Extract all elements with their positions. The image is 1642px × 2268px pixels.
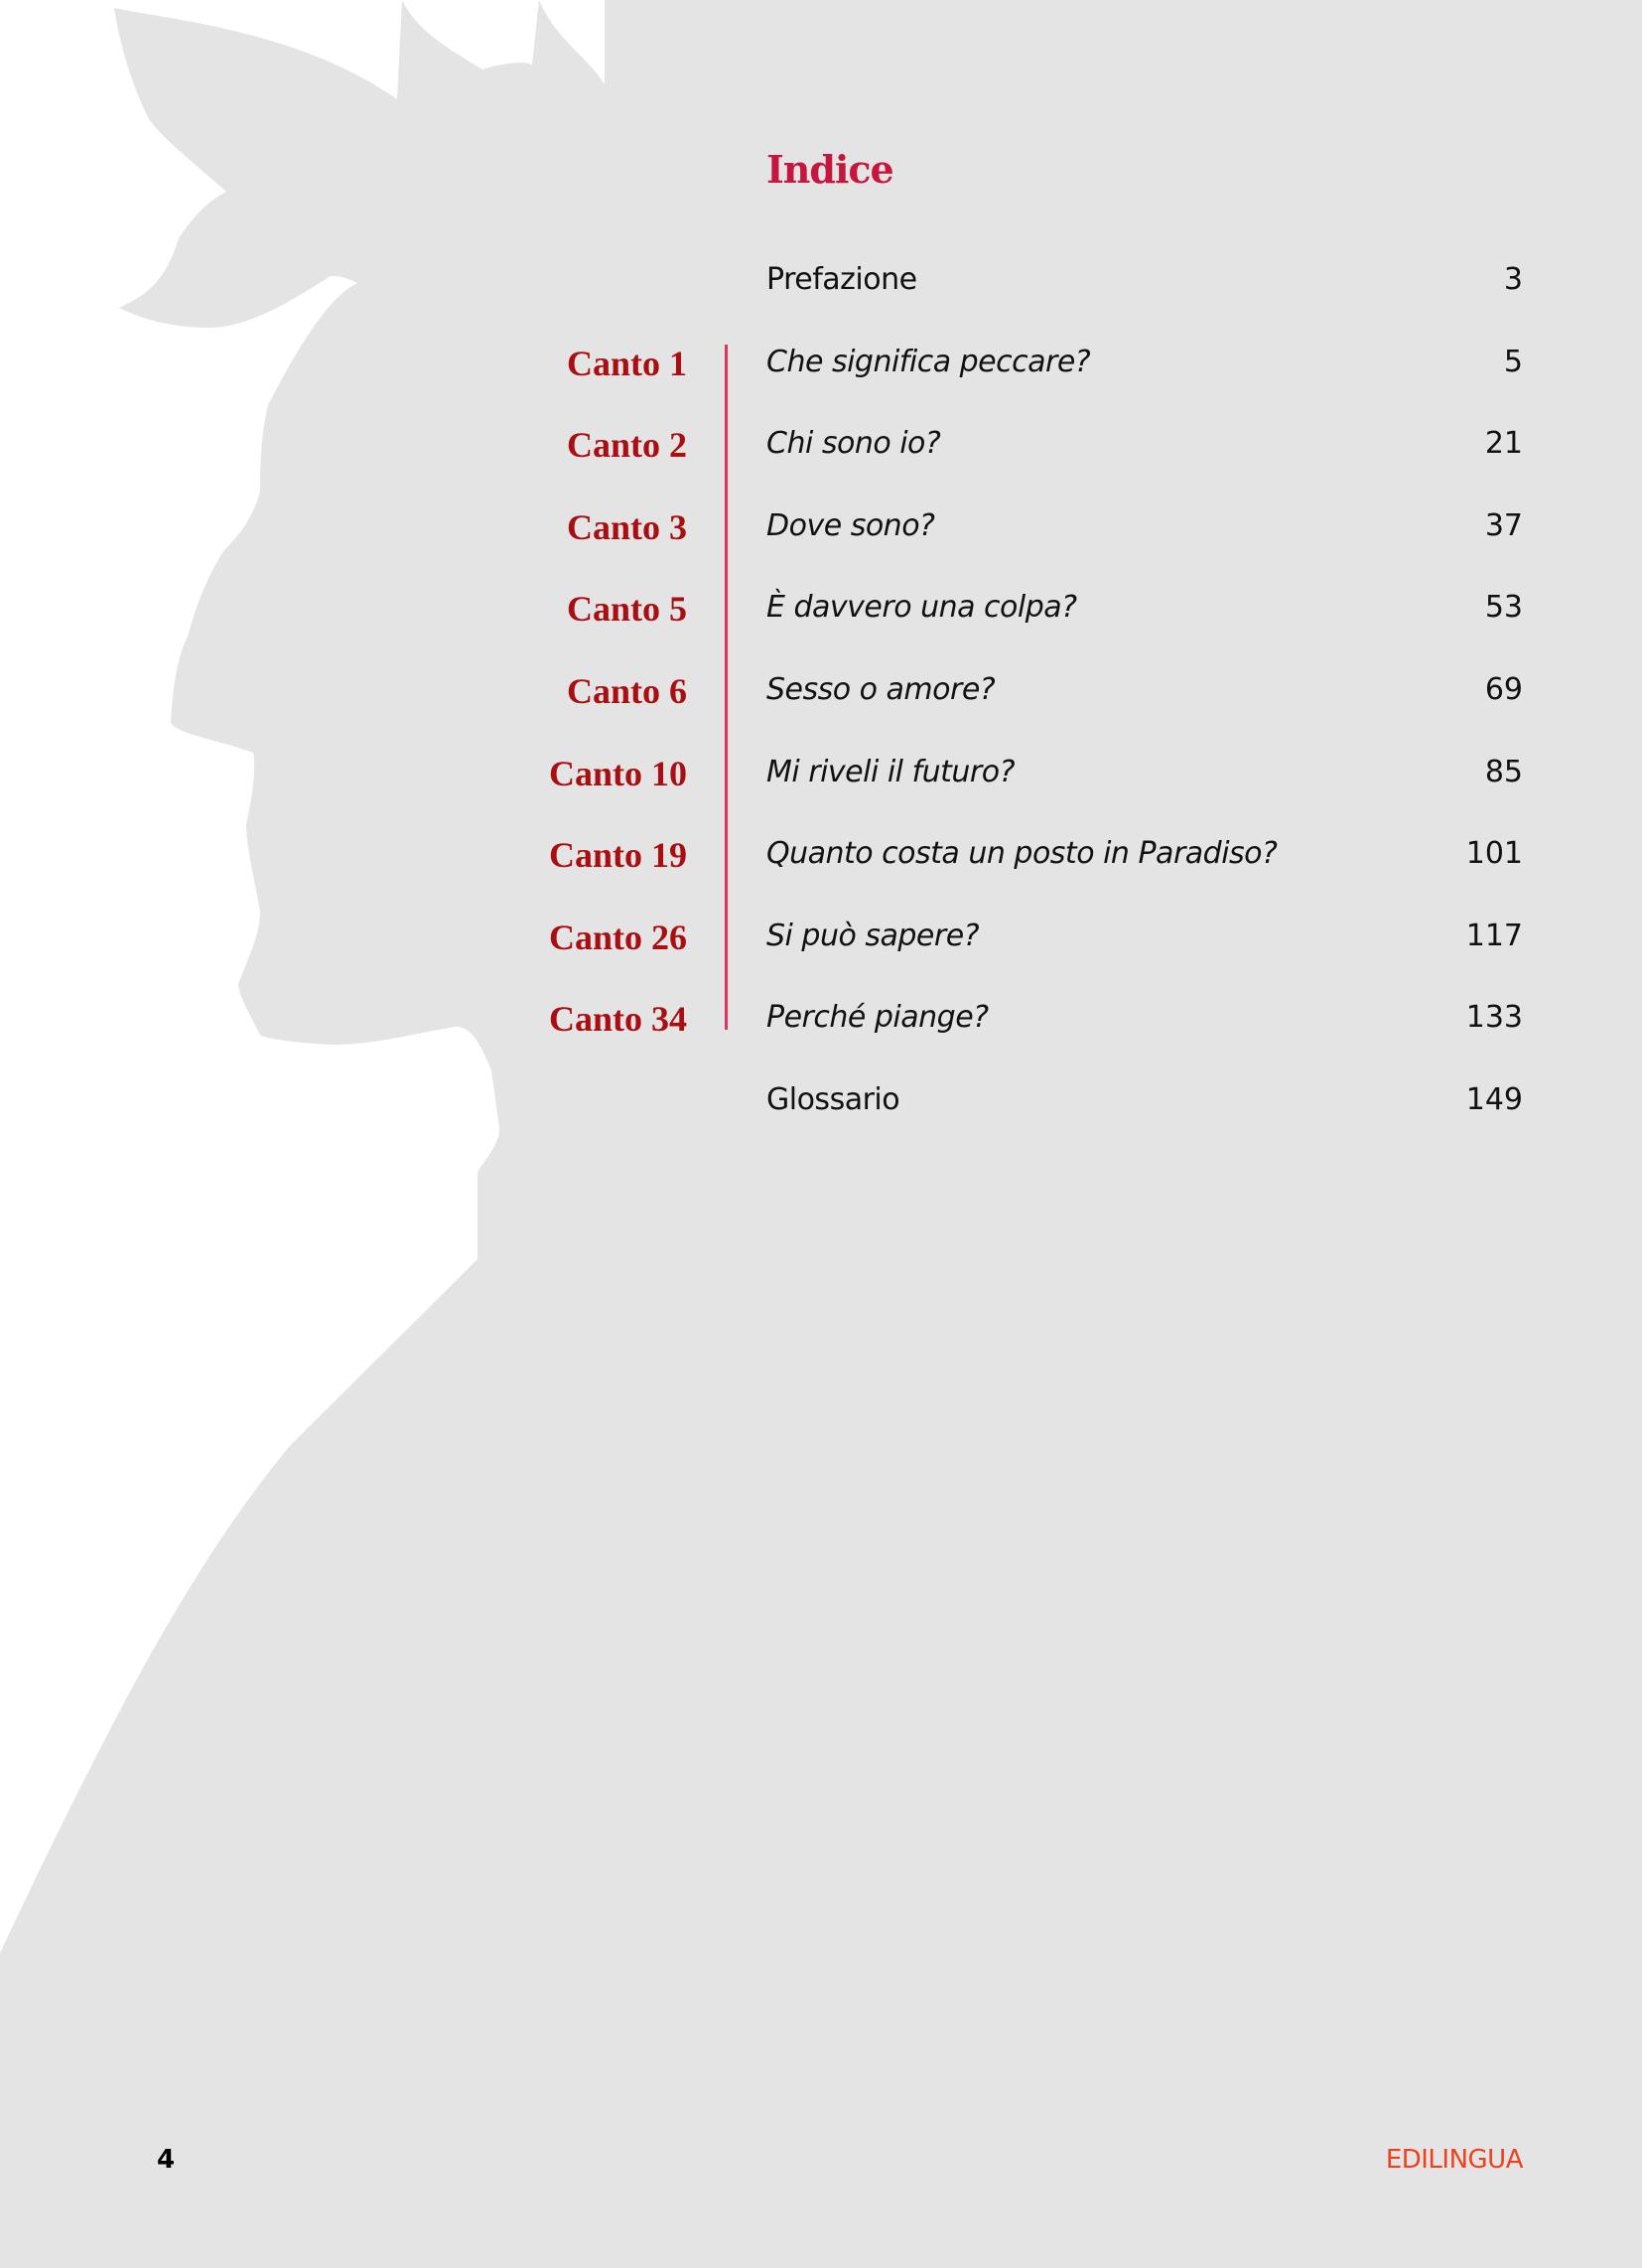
toc-entry[interactable]: Canto 10 Mi riveli il futuro? 85 [0,753,1642,802]
entry-page-number: 69 [1484,672,1523,707]
toc-entry[interactable]: Canto 5 È davvero una colpa? 53 [0,588,1642,638]
entry-title: Quanto costa un posto in Paradiso? [766,836,1278,872]
canto-label: Canto 19 [548,835,687,876]
entry-page-number: 149 [1465,1082,1523,1117]
canto-label: Canto 26 [548,917,687,957]
canto-label: Canto 3 [566,506,687,547]
canto-label: Canto 1 [566,343,687,383]
divider-line [725,345,728,1030]
entry-title: Sesso o amore? [766,672,996,707]
toc-entry[interactable]: Canto 6 Sesso o amore? 69 [0,670,1642,720]
entry-title: Mi riveli il futuro? [766,754,1016,789]
toc-entry[interactable]: Canto 19 Quanto costa un posto in Paradis… [0,834,1642,884]
toc-entry[interactable]: Prefazione 3 [0,260,1642,310]
entry-title: Si può sapere? [766,918,980,953]
entry-title: Chi sono io? [766,426,941,462]
entry-page-number: 5 [1503,344,1523,379]
toc-entry[interactable]: Canto 1 Che significa peccare? 5 [0,343,1642,392]
canto-label: Canto 5 [566,589,687,630]
entry-page-number: 37 [1484,507,1523,543]
toc-entry[interactable]: Canto 2 Chi sono io? 21 [0,424,1642,474]
entry-page-number: 101 [1465,836,1523,872]
entry-page-number: 117 [1465,918,1523,953]
toc-entry[interactable]: Canto 34 Perché piange? 133 [0,998,1642,1048]
entry-page-number: 53 [1484,590,1523,626]
entry-title: È davvero una colpa? [766,590,1077,626]
entry-page-number: 133 [1465,1000,1523,1036]
entry-page-number: 21 [1484,426,1523,462]
canto-label: Canto 2 [566,425,687,466]
canto-label: Canto 34 [548,999,687,1040]
toc-entry[interactable]: Glossario 149 [0,1080,1642,1130]
page-title: Indice [766,147,894,192]
entry-title: Che significa peccare? [766,344,1091,379]
toc-entry[interactable]: Canto 3 Dove sono? 37 [0,506,1642,556]
entry-title: Glossario [766,1082,900,1117]
canto-label: Canto 10 [548,753,687,793]
entry-title: Dove sono? [766,507,935,543]
toc-entry[interactable]: Canto 26 Si può sapere? 117 [0,917,1642,966]
page-number: 4 [157,2145,176,2175]
entry-title: Prefazione [766,262,917,297]
canto-label: Canto 6 [566,671,687,711]
entry-page-number: 85 [1484,754,1523,789]
entry-title: Perché piange? [766,1000,989,1036]
publisher-logo: EDILINGUA [1385,2145,1524,2175]
entry-page-number: 3 [1503,262,1523,297]
